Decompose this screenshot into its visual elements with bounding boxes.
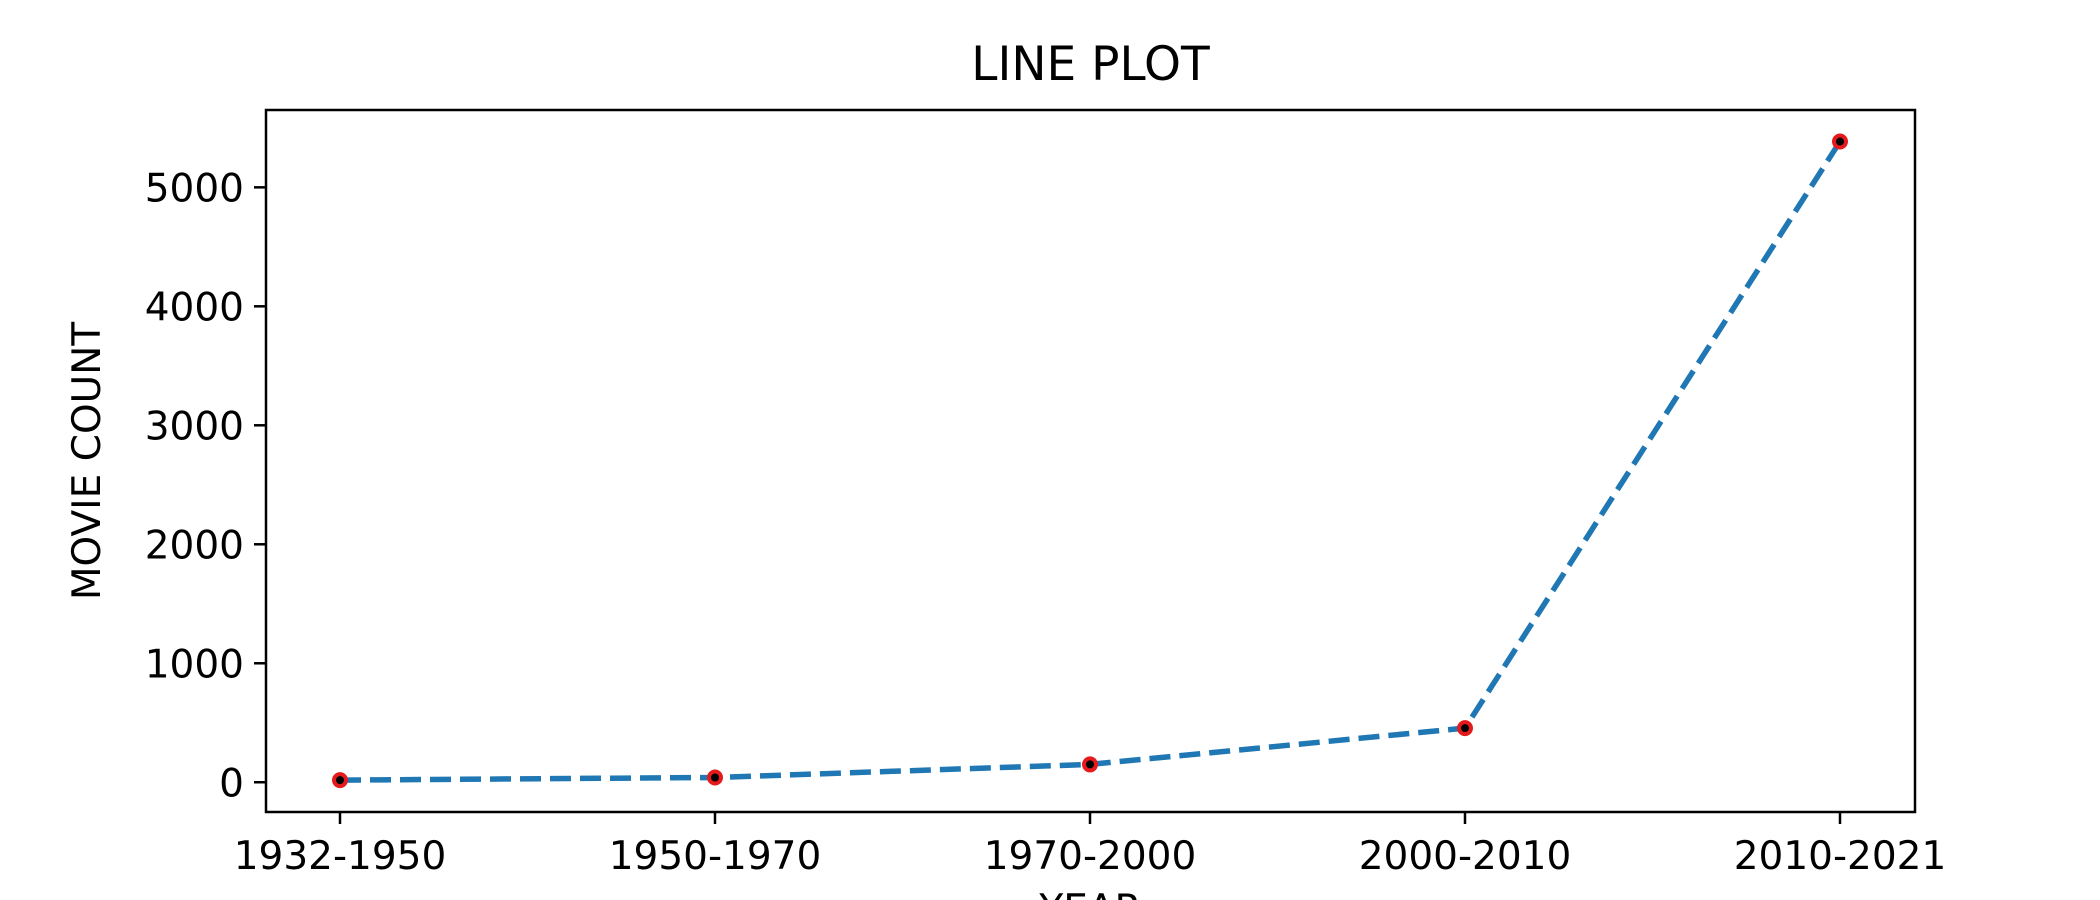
data-point [332, 772, 348, 789]
x-tick-label: 2000-2010 [1359, 834, 1572, 879]
x-axis-label: YEAR [1038, 887, 1141, 900]
series-layer [332, 133, 1848, 789]
chart-title: LINE PLOT [971, 37, 1210, 92]
data-point [1832, 133, 1848, 150]
series-line [339, 140, 1843, 783]
data-point [1457, 720, 1473, 737]
plot-area [264, 108, 1917, 814]
y-axis-label: MOVIE COUNT [65, 322, 110, 601]
x-tick-label: 1950-1970 [609, 834, 822, 879]
x-tick-label: 1970-2000 [984, 834, 1197, 879]
y-tick-label: 1000 [145, 642, 244, 687]
x-tick-label: 1932-1950 [234, 834, 447, 879]
data-point [707, 769, 723, 786]
y-tick-label: 4000 [145, 285, 244, 330]
data-point [1082, 756, 1098, 773]
x-axis: 1932-1950 1950-1970 1970-2000 2000-2010 2010… [234, 812, 1947, 879]
y-tick-label: 2000 [145, 523, 244, 568]
y-tick-label: 5000 [145, 166, 244, 211]
y-axis: 0 1000 2000 3000 4000 5000 [145, 166, 266, 806]
plot-frame [264, 108, 1917, 814]
y-tick-label: 3000 [145, 404, 244, 449]
x-tick-label: 2010-2021 [1734, 834, 1947, 879]
y-tick-label: 0 [219, 761, 244, 806]
